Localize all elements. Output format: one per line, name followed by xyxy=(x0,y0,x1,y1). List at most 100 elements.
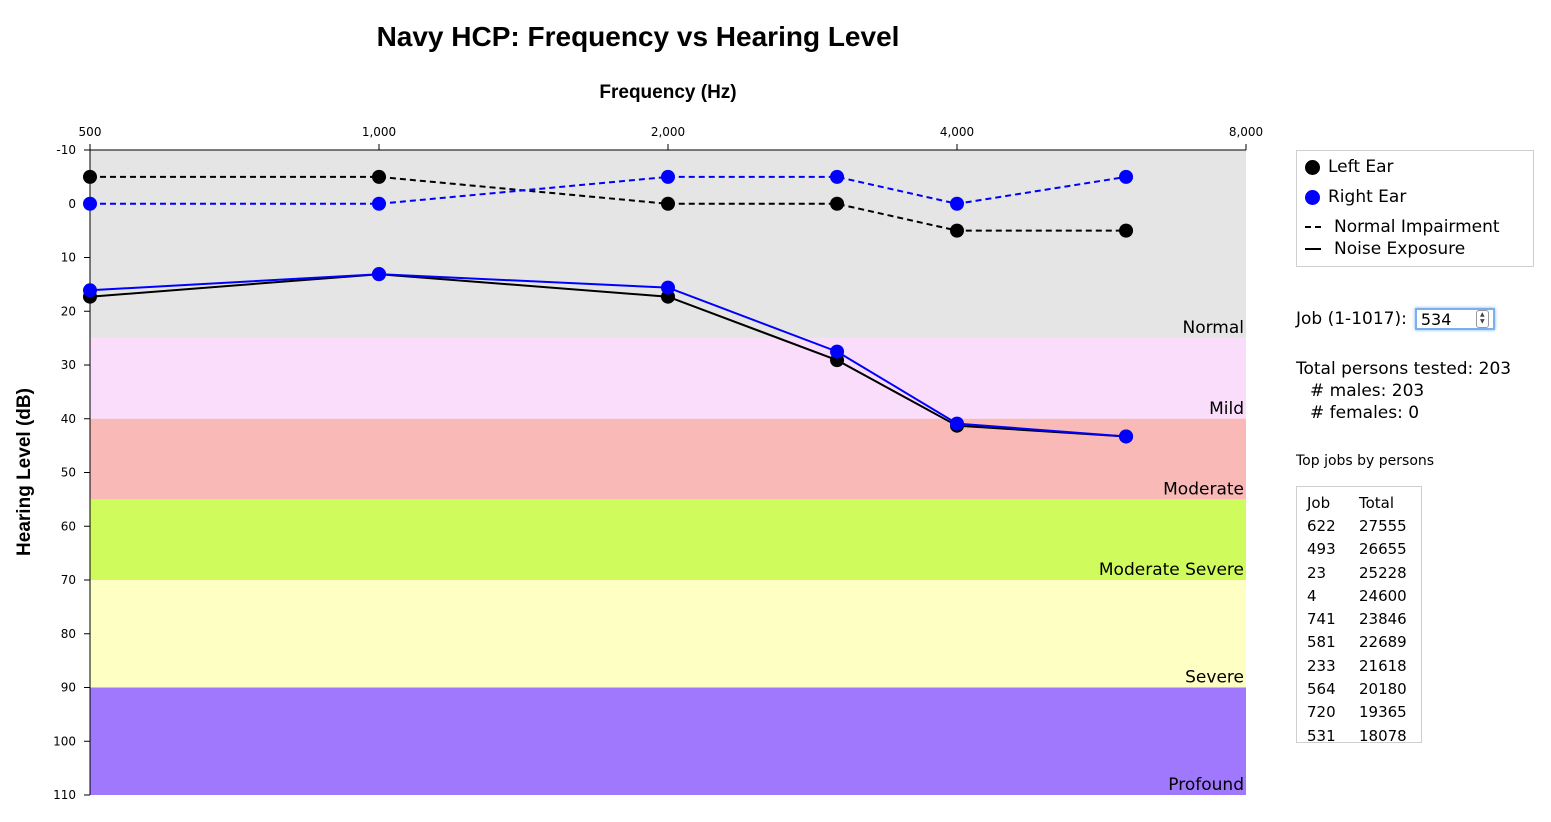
data-point xyxy=(661,169,675,184)
y-tick-label: 0 xyxy=(68,197,76,211)
total-cell: 23846 xyxy=(1359,610,1407,629)
band-label: Profound xyxy=(1168,775,1244,795)
data-point xyxy=(372,196,386,211)
data-point xyxy=(661,280,675,295)
job-cell: 23 xyxy=(1307,563,1327,582)
job-number-input[interactable]: 534 ▲ ▼ xyxy=(1414,308,1495,330)
y-tick-label: 40 xyxy=(61,412,76,426)
series xyxy=(83,169,1134,444)
table-row: 233 21618 xyxy=(1307,654,1407,677)
x-tick-label: 2,000 xyxy=(651,125,685,139)
band-label: Severe xyxy=(1185,668,1244,688)
band-moderate-severe xyxy=(90,499,1246,580)
data-point xyxy=(1119,169,1134,184)
series-line xyxy=(89,273,1127,438)
total-cell: 25228 xyxy=(1359,563,1407,582)
x-tick-label: 500 xyxy=(79,125,102,139)
series-line xyxy=(90,175,1127,232)
job-cell: 581 xyxy=(1307,633,1336,652)
table-row: 531 18078 xyxy=(1307,724,1407,747)
axes: 500 1,000 2,000 4,000 8,000 -10 0 10 20 30 40 50 60 7… xyxy=(53,125,1263,802)
data-point xyxy=(83,169,97,184)
stats-panel: Total persons tested: 203 # males: 203 #… xyxy=(1296,358,1511,424)
legend: Left Ear Right Ear Normal Impairment Noi… xyxy=(1296,150,1534,267)
table-row: 622 27555 xyxy=(1307,514,1407,537)
series-line xyxy=(90,175,1127,205)
legend-label: Left Ear xyxy=(1328,157,1394,177)
data-point xyxy=(83,283,97,298)
top-jobs-table: Job Total 622 27555 493 26655 23 25228 4 24600 7… xyxy=(1296,486,1422,745)
band-severe xyxy=(90,580,1246,688)
job-cell: 493 xyxy=(1307,540,1336,559)
y-tick-label: 70 xyxy=(61,573,76,587)
legend-label: Noise Exposure xyxy=(1334,239,1466,259)
left-ear-dot-icon xyxy=(1305,159,1320,175)
job-cell: 531 xyxy=(1307,726,1336,745)
total-persons: Total persons tested: 203 xyxy=(1296,359,1512,379)
data-point xyxy=(372,169,386,184)
legend-label: Right Ear xyxy=(1328,187,1407,207)
y-axis-title: Hearing Level (dB) xyxy=(14,388,35,556)
table-row: 581 22689 xyxy=(1307,631,1407,654)
y-tick-label: 100 xyxy=(53,734,76,748)
audiogram-chart: Navy HCP: Frequency vs Hearing Level Fre… xyxy=(14,21,1263,802)
y-tick-label: 90 xyxy=(61,681,76,695)
data-point xyxy=(83,196,97,211)
series-line xyxy=(89,273,1127,438)
table-row: 564 20180 xyxy=(1307,677,1407,700)
y-tick-label: 20 xyxy=(61,304,76,318)
table-row: 720 19365 xyxy=(1307,701,1407,724)
x-tick-label: 8,000 xyxy=(1229,125,1263,139)
series-left-normal xyxy=(83,169,1134,238)
table-row: 4 24600 xyxy=(1307,584,1407,607)
right-ear-dot-icon xyxy=(1305,189,1320,205)
total-cell: 24600 xyxy=(1359,586,1407,605)
x-tick-label: 1,000 xyxy=(362,125,396,139)
spinner-arrows-icon[interactable]: ▲ ▼ xyxy=(1475,310,1489,328)
total-cell: 19365 xyxy=(1359,703,1407,722)
band-mild xyxy=(90,338,1246,419)
y-tick-label: 80 xyxy=(61,627,76,641)
female-count: # females: 0 xyxy=(1310,403,1420,423)
job-cell: 233 xyxy=(1307,656,1336,675)
data-point xyxy=(830,196,845,211)
male-count: # males: 203 xyxy=(1310,381,1425,401)
y-tick-label: 110 xyxy=(53,788,76,802)
data-point xyxy=(830,344,845,359)
chart-title: Navy HCP: Frequency vs Hearing Level xyxy=(377,21,900,52)
y-tick-label: 10 xyxy=(61,251,76,265)
band-label: Mild xyxy=(1209,399,1244,419)
job-cell: 4 xyxy=(1307,586,1317,605)
y-tick-label: -10 xyxy=(56,143,76,157)
data-point xyxy=(1119,223,1134,238)
total-cell: 21618 xyxy=(1359,656,1407,675)
job-selector: Job (1-1017): 534 ▲ ▼ xyxy=(1296,308,1495,330)
legend-item-left-ear: Left Ear xyxy=(1305,156,1394,178)
band-profound xyxy=(90,687,1246,795)
series-right-normal xyxy=(83,169,1134,211)
column-header-total: Total xyxy=(1359,493,1395,512)
data-point xyxy=(661,196,675,211)
job-cell: 720 xyxy=(1307,703,1336,722)
data-point xyxy=(950,196,964,211)
job-cell: 564 xyxy=(1307,680,1336,699)
solid-line-icon xyxy=(1305,248,1321,250)
total-cell: 27555 xyxy=(1359,516,1407,535)
series-right-noise xyxy=(83,267,1134,444)
job-label: Job (1-1017): xyxy=(1296,309,1407,329)
band-label: Normal xyxy=(1182,318,1244,338)
table-header-row: Job Total xyxy=(1307,491,1407,514)
dashed-line-icon xyxy=(1305,226,1321,228)
legend-item-normal-impairment: Normal Impairment xyxy=(1305,216,1500,238)
top-jobs-title: Top jobs by persons xyxy=(1296,453,1435,469)
legend-item-right-ear: Right Ear xyxy=(1305,186,1406,208)
x-axis-title: Frequency (Hz) xyxy=(599,82,736,103)
hearing-bands: Normal Mild Moderate Moderate Severe Severe P… xyxy=(90,150,1246,795)
y-tick-label: 30 xyxy=(61,358,76,372)
table-row: 741 23846 xyxy=(1307,607,1407,630)
data-point xyxy=(830,169,845,184)
job-cell: 741 xyxy=(1307,610,1336,629)
data-point xyxy=(372,267,386,282)
table-row: 23 25228 xyxy=(1307,561,1407,584)
band-label: Moderate xyxy=(1163,479,1244,499)
